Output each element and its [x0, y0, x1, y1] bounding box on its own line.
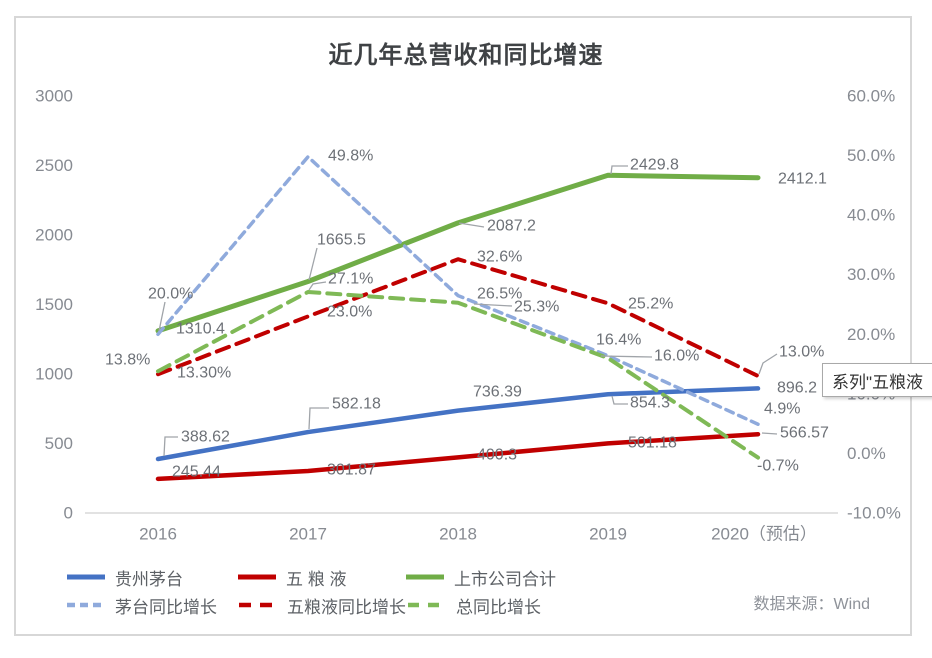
right-axis-tick: 0.0%: [847, 444, 886, 463]
leader-line: [458, 222, 485, 228]
series-maotai-line: [155, 386, 761, 462]
data-label: 1665.5: [317, 232, 366, 249]
leader-line: [600, 355, 653, 358]
legend-label: 总同比增长: [456, 597, 541, 617]
legend-item-maotai-growth: 茅台同比增长: [66, 594, 217, 617]
category-label: 2020（预估）: [711, 525, 817, 544]
category-label: 2018: [439, 525, 477, 544]
data-label: 20.0%: [148, 286, 193, 303]
right-axis-tick: 20.0%: [847, 325, 895, 344]
category-axis-labels: 2016 2017 2018 2019 2020（预估）: [139, 525, 817, 544]
legend-item-wuliangye: 五 粮 液: [237, 566, 347, 589]
leader-line: [308, 247, 318, 281]
data-label: 49.8%: [328, 148, 373, 165]
data-label: 25.3%: [514, 299, 559, 316]
legend-item-total-growth: 总同比增长: [407, 594, 541, 617]
legend-label: 上市公司合计: [454, 569, 556, 589]
data-label: 13.8%: [105, 352, 150, 369]
right-axis-tick: 40.0%: [847, 206, 895, 225]
data-label: 854.3: [630, 395, 670, 412]
leader-line: [163, 436, 178, 457]
data-label: 13.30%: [177, 365, 231, 382]
data-label: -0.7%: [757, 458, 799, 475]
series-total-line: [155, 172, 761, 334]
category-label: 2016: [139, 525, 177, 544]
legend-label: 贵州茅台: [115, 569, 183, 589]
data-label: 388.62: [181, 429, 230, 446]
data-label: 25.2%: [628, 296, 673, 313]
tooltip-text: 系列"五粮液: [832, 372, 924, 392]
legend-label: 五粮液同比增长: [287, 597, 406, 617]
right-axis-tick: 60.0%: [847, 87, 895, 106]
left-axis-labels: 3000 2500 2000 1500 1000 500 0: [35, 87, 73, 523]
legend-swatch-dashed-icon: [67, 602, 105, 608]
series-wuliangye-growth-line: [156, 257, 760, 378]
data-label: 27.1%: [328, 271, 373, 288]
right-axis-labels: 60.0%50.0%40.0%30.0%20.0%10.0%0.0%-10.0%: [847, 87, 901, 523]
legend-swatch-solid-icon: [238, 574, 276, 580]
left-axis-tick: 0: [64, 504, 73, 523]
legend-swatch-solid-icon: [67, 574, 105, 580]
category-label: 2019: [589, 525, 627, 544]
legend-swatch-solid-icon: [406, 574, 444, 580]
legend-swatch-dashed-icon: [408, 602, 446, 608]
data-label: 16.0%: [654, 348, 699, 365]
leader-line: [473, 303, 513, 307]
right-axis-tick: 50.0%: [847, 146, 895, 165]
legend-label: 茅台同比增长: [115, 597, 217, 617]
data-label: 16.4%: [596, 332, 641, 349]
leader-line: [758, 353, 778, 375]
legend-swatch-dashed-icon: [239, 602, 277, 608]
data-label: 1310.4: [176, 321, 225, 338]
data-label: 245.44: [172, 464, 221, 481]
series-tooltip: 系列"五粮液: [822, 363, 932, 397]
legend-label: 五 粮 液: [286, 569, 347, 589]
data-label: 2429.8: [630, 157, 679, 174]
data-label: 26.5%: [477, 286, 522, 303]
data-label: 400.3: [477, 447, 517, 464]
series-total-growth-line: [156, 289, 760, 460]
leader-line: [611, 395, 628, 405]
right-axis-tick: 30.0%: [847, 265, 895, 284]
data-label: 736.39: [473, 384, 522, 401]
data-label: 2412.1: [778, 171, 827, 188]
leader-line: [308, 407, 329, 430]
label-leader-lines: [158, 165, 778, 457]
data-label: 4.9%: [764, 401, 800, 418]
data-label: 301.87: [327, 462, 376, 479]
data-label: 2087.2: [487, 218, 536, 235]
left-axis-tick: 3000: [35, 87, 73, 106]
data-label: 501.18: [628, 435, 677, 452]
right-axis-tick: -10.0%: [847, 504, 901, 523]
left-axis-tick: 2000: [35, 226, 73, 245]
left-axis-tick: 2500: [35, 156, 73, 175]
legend-item-total: 上市公司合计: [405, 566, 556, 589]
leader-line: [308, 281, 327, 291]
data-label: 23.0%: [327, 304, 372, 321]
data-label: 896.2: [777, 380, 817, 397]
data-label: 582.18: [332, 396, 381, 413]
category-label: 2017: [289, 525, 327, 544]
leader-line: [761, 432, 778, 435]
leader-line: [158, 301, 166, 332]
data-labels: 388.62 582.18 736.39 854.3 896.2 245.44 301.87…: [105, 148, 829, 481]
legend-item-maotai: 贵州茅台: [66, 566, 183, 589]
chart-border-frame: [14, 16, 912, 636]
leader-line: [610, 165, 628, 175]
left-axis-tick: 1500: [35, 295, 73, 314]
data-label: 566.57: [780, 425, 829, 442]
legend-item-wuliangye-growth: 五粮液同比增长: [238, 594, 406, 617]
data-label: 13.0%: [779, 344, 824, 361]
left-axis-tick: 500: [45, 434, 73, 453]
chart-title: 近几年总营收和同比增速: [328, 42, 604, 69]
series-maotai-growth-line: [156, 155, 760, 426]
left-axis-tick: 1000: [35, 365, 73, 384]
data-source-note: 数据来源：Wind: [753, 596, 870, 613]
data-label: 32.6%: [477, 249, 522, 266]
series-wuliangye-line: [155, 431, 761, 482]
